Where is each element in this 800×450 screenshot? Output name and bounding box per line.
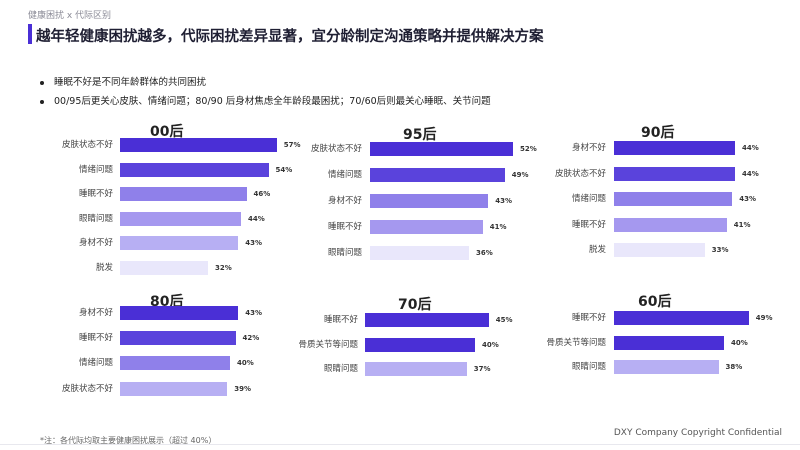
- bar-category-label: 眼睛问题: [571, 362, 606, 372]
- bar: [120, 306, 239, 320]
- bar: [120, 211, 241, 226]
- page-title: 越年轻健康困扰越多，代际困扰差异显著，宜分龄制定沟通策略并提供解决方案: [36, 29, 544, 45]
- footnote: *注：各代际均取主要健康困扰展示（超过 40%）: [40, 436, 217, 445]
- bar: [370, 194, 489, 208]
- bar-value-label: 54%: [275, 165, 293, 174]
- bar-value-label: 40%: [237, 359, 254, 368]
- bar-value-label: 44%: [742, 144, 759, 152]
- bar-value-label: 43%: [739, 195, 757, 203]
- chart-title: 70后: [398, 297, 432, 313]
- bar-category-label: 脱发: [588, 245, 606, 255]
- bar-value-label: 43%: [245, 309, 263, 317]
- bar: [614, 360, 719, 374]
- bar-value-label: 49%: [511, 171, 529, 179]
- bar-category-label: 脱发: [95, 263, 113, 273]
- bar: [370, 220, 483, 234]
- bullet-item: 睡眠不好是不同年龄群体的共同困扰: [40, 73, 491, 92]
- bar-category-label: 皮肤状态不好: [61, 383, 113, 394]
- bar-value-label: 39%: [234, 384, 252, 393]
- chart-title: 90后: [641, 125, 675, 141]
- bar-value-label: 52%: [520, 145, 537, 153]
- bar-value-label: 44%: [742, 169, 759, 178]
- bar-category-label: 情绪问题: [327, 170, 362, 180]
- bar-category-label: 骨质关节等问题: [546, 337, 606, 348]
- bar: [370, 168, 505, 182]
- bottom-divider: [0, 444, 800, 445]
- bar-category-label: 眼睛问题: [327, 248, 362, 258]
- bar: [614, 217, 727, 232]
- bar-category-label: 身材不好: [78, 238, 113, 249]
- bar-category-label: 眼睛问题: [323, 364, 358, 374]
- bar-category-label: 情绪问题: [571, 194, 606, 204]
- bar-category-label: 睡眠不好: [571, 219, 606, 230]
- bar-value-label: 36%: [476, 249, 493, 257]
- bar: [614, 192, 733, 206]
- chart-title: 00后: [150, 124, 184, 140]
- bullet-list: 睡眠不好是不同年龄群体的共同困扰 00/95后更关心皮肤、情绪问题；80/90 …: [40, 73, 491, 111]
- bar: [120, 162, 269, 177]
- header-breadcrumb: 健康困扰 x 代际区别: [28, 11, 112, 21]
- bar-value-label: 41%: [489, 223, 507, 231]
- chart-title: 95后: [403, 127, 437, 143]
- copyright-text: DXY Company Copyright Confidential: [613, 428, 782, 438]
- title-accent-bar: [28, 24, 32, 44]
- bar-category-label: 身材不好: [78, 308, 113, 318]
- bar: [614, 243, 705, 257]
- bar: [120, 381, 228, 396]
- bar-value-label: 44%: [248, 214, 265, 223]
- bar-category-label: 眼睛问题: [78, 213, 113, 224]
- bar-category-label: 睡眠不好: [323, 315, 358, 325]
- bar-category-label: 睡眠不好: [78, 333, 113, 344]
- bar-value-label: 49%: [755, 314, 773, 322]
- bar-value-label: 43%: [495, 197, 513, 205]
- bar-value-label: 57%: [283, 141, 301, 149]
- bar-category-label: 身材不好: [571, 143, 606, 153]
- bar: [120, 261, 208, 275]
- bar-category-label: 皮肤状态不好: [554, 168, 606, 179]
- bar-value-label: 40%: [482, 340, 499, 349]
- bar-value-label: 32%: [215, 264, 232, 272]
- chart-title: 60后: [638, 294, 672, 310]
- bar: [120, 138, 277, 152]
- bar-value-label: 41%: [733, 220, 751, 229]
- bar-value-label: 42%: [242, 334, 260, 343]
- bar: [370, 246, 469, 260]
- bar-category-label: 皮肤状态不好: [61, 140, 113, 150]
- bar: [365, 337, 475, 352]
- bar-value-label: 45%: [495, 316, 513, 324]
- bar-category-label: 睡眠不好: [327, 222, 362, 232]
- bar: [120, 331, 236, 346]
- bar: [365, 313, 489, 327]
- bar-category-label: 皮肤状态不好: [310, 144, 362, 154]
- bar-value-label: 38%: [725, 363, 743, 371]
- bar-category-label: 睡眠不好: [78, 189, 113, 200]
- bar-value-label: 40%: [731, 338, 748, 347]
- bar-category-label: 骨质关节等问题: [298, 339, 358, 350]
- bar-value-label: 37%: [473, 365, 491, 373]
- bar: [120, 356, 230, 371]
- bar: [614, 311, 749, 325]
- bar: [614, 335, 724, 350]
- bar: [365, 362, 467, 376]
- bar-category-label: 情绪问题: [78, 358, 113, 369]
- bar: [370, 142, 513, 156]
- bar: [120, 187, 247, 202]
- bar-category-label: 睡眠不好: [571, 313, 606, 323]
- bullet-item: 00/95后更关心皮肤、情绪问题；80/90 后身材焦虑全年龄段最困扰；70/6…: [40, 92, 491, 111]
- bar: [614, 166, 735, 181]
- bar-value-label: 46%: [253, 190, 271, 199]
- bar-category-label: 情绪问题: [78, 164, 113, 175]
- bar: [120, 236, 239, 251]
- bar-value-label: 33%: [711, 246, 729, 254]
- bar: [614, 141, 735, 155]
- bar-category-label: 身材不好: [327, 196, 362, 206]
- bar-value-label: 43%: [245, 239, 263, 248]
